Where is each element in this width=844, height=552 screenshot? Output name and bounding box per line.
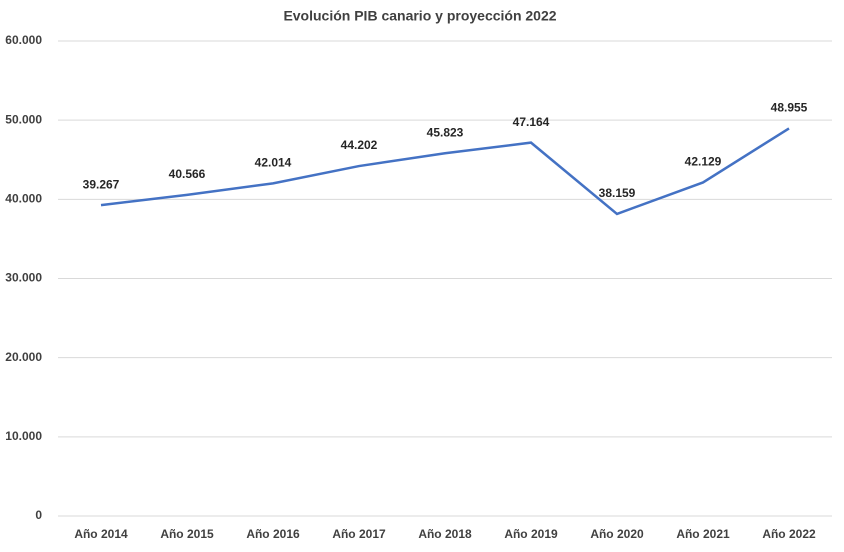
x-tick-label: Año 2017 — [332, 527, 386, 541]
y-tick-label: 50.000 — [5, 112, 42, 126]
y-tick-label: 40.000 — [5, 192, 42, 206]
x-tick-label: Año 2021 — [676, 527, 730, 541]
data-label: 45.823 — [427, 125, 464, 139]
x-tick-label: Año 2019 — [504, 527, 558, 541]
y-tick-label: 20.000 — [5, 350, 42, 364]
x-tick-label: Año 2020 — [590, 527, 644, 541]
y-tick-label: 60.000 — [5, 33, 42, 47]
data-label: 42.014 — [255, 156, 292, 170]
line-series — [100, 127, 790, 216]
data-label: 44.202 — [341, 138, 378, 152]
y-tick-label: 0 — [35, 508, 42, 522]
x-tick-label: Año 2016 — [246, 527, 300, 541]
data-label: 40.566 — [169, 167, 206, 181]
x-tick-label: Año 2018 — [418, 527, 472, 541]
y-tick-label: 10.000 — [5, 429, 42, 443]
x-tick-label: Año 2015 — [160, 527, 214, 541]
x-tick-label: Año 2014 — [74, 527, 128, 541]
x-tick-label: Año 2022 — [762, 527, 816, 541]
data-label: 42.129 — [685, 155, 722, 169]
chart-title: Evolución PIB canario y proyección 2022 — [283, 8, 556, 24]
data-label: 39.267 — [83, 177, 120, 191]
data-label: 47.164 — [513, 115, 550, 129]
data-label: 38.159 — [599, 186, 636, 200]
data-label: 48.955 — [771, 101, 808, 115]
y-tick-label: 30.000 — [5, 271, 42, 285]
